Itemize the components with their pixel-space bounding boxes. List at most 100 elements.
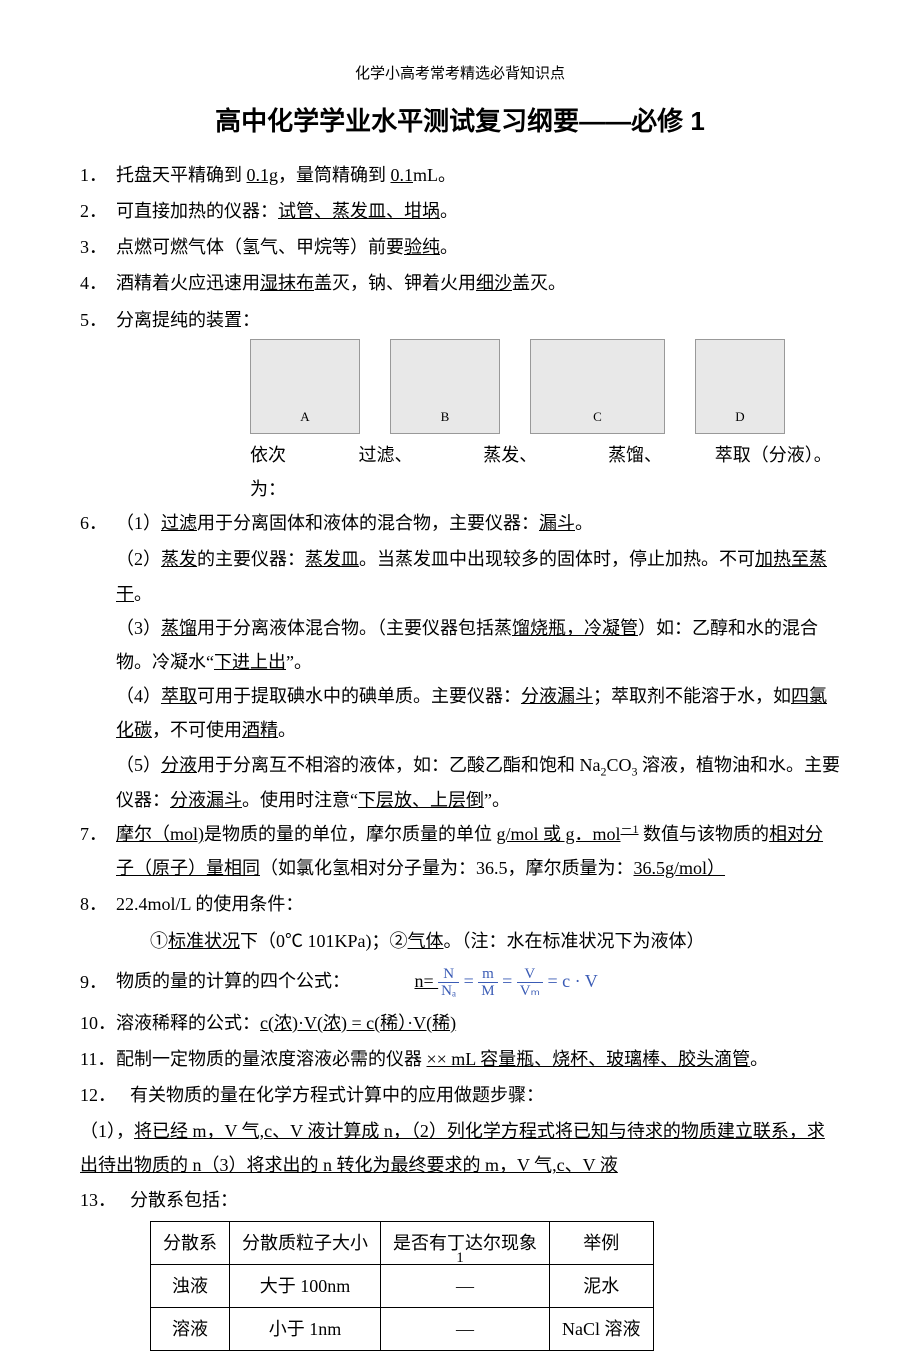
sub-item: （5）分液用于分离互不相溶的液体，如：乙酸乙酯和饱和 Na2CO3 溶液，植物油…	[80, 748, 840, 818]
numerator: V	[517, 966, 543, 984]
underline: 将已经 m，V 气,c、V 液计算成 n，（2）列化学方程式将已知与待求的物质建…	[80, 1121, 825, 1175]
item-num: 4．	[80, 266, 116, 300]
denominator: M	[478, 983, 497, 1000]
table-cell: 溶液	[151, 1308, 230, 1351]
table-cell: 泥水	[550, 1265, 654, 1308]
text: （5）	[116, 755, 161, 775]
text: 分离提纯的装置：	[116, 310, 260, 330]
underline: 酒精	[242, 720, 278, 740]
sub-item: （2）蒸发的主要仪器：蒸发皿。当蒸发皿中出现较多的固体时，停止加热。不可加热至蒸…	[80, 542, 840, 610]
item-num: 2．	[80, 194, 116, 228]
table-header: 分散质粒子大小	[230, 1221, 381, 1264]
apparatus-c-image: C	[530, 339, 665, 434]
underline: 标准状况	[168, 931, 240, 951]
text: （3）	[116, 618, 161, 638]
item-body: 摩尔（mol)是物质的量的单位，摩尔质量的单位 g/mol 或 g．mol－1 …	[116, 817, 840, 885]
text: 有关物质的量在化学方程式计算中的应用做题步骤：	[130, 1085, 544, 1105]
text: 盖灭，钠、钾着火用	[314, 273, 476, 293]
numerator: m	[478, 966, 497, 984]
item-9: 9． 物质的量的计算的四个公式： n= NNₐ = mM = VVₘ = c ·…	[80, 964, 840, 1000]
item-num: 6．	[80, 506, 116, 540]
underline: 0.1	[391, 165, 414, 185]
underline: 分液漏斗	[170, 790, 242, 810]
item-num: 7．	[80, 817, 116, 885]
item-body: 托盘天平精确到 0.1g，量筒精确到 0.1mL。	[116, 158, 840, 192]
underline: 气体	[408, 931, 444, 951]
text: ”。	[286, 652, 312, 672]
item-num: 5．	[80, 303, 116, 337]
table-row: 溶液 小于 1nm — NaCl 溶液	[151, 1308, 654, 1351]
text: （4）	[116, 686, 161, 706]
item-body: 有关物质的量在化学方程式计算中的应用做题步骤：	[130, 1078, 840, 1112]
text: 。	[440, 201, 458, 221]
item-body: 22.4mol/L 的使用条件：	[116, 887, 840, 921]
text: 托盘天平精确到	[116, 165, 247, 185]
text: 依次为：	[250, 438, 314, 506]
equals: =	[464, 971, 479, 991]
underline: 摩尔（mol)	[116, 824, 204, 844]
item-6: 6． （1）过滤用于分离固体和液体的混合物，主要仪器：漏斗。	[80, 506, 840, 540]
text: 盖灭。	[512, 273, 566, 293]
text: 。	[440, 237, 458, 257]
text: 。	[134, 584, 152, 604]
underline: 0.1g	[247, 165, 279, 185]
underline: 蒸馏	[161, 618, 197, 638]
text: ①	[150, 931, 168, 951]
item-11: 11． 配制一定物质的量浓度溶液必需的仪器 ×× mL 容量瓶、烧杯、玻璃棒、胶…	[80, 1042, 840, 1076]
text: 用于分离液体混合物。（主要仪器包括蒸	[197, 618, 512, 638]
table-header: 举例	[550, 1221, 654, 1264]
underline: c(浓)·V(浓) = c(稀）·V(稀)	[260, 1013, 456, 1033]
table-row: 浊液 大于 100nm — 泥水	[151, 1265, 654, 1308]
formula-prefix: n=	[415, 971, 439, 991]
item-13: 13． 分散系包括：	[80, 1183, 840, 1217]
table-header: 是否有丁达尔现象	[381, 1221, 550, 1264]
superscript: －1	[621, 822, 639, 836]
item-num: 1．	[80, 158, 116, 192]
item-10: 10． 溶液稀释的公式：c(浓)·V(浓) = c(稀）·V(稀)	[80, 1006, 840, 1040]
table-cell: —	[381, 1265, 550, 1308]
apparatus-label: 萃取（分液）。	[706, 438, 840, 472]
underline: 细沙	[476, 273, 512, 293]
underline: 湿抹布	[260, 273, 314, 293]
item-8: 8． 22.4mol/L 的使用条件：	[80, 887, 840, 921]
item-num: 3．	[80, 230, 116, 264]
underline: 试管、蒸发皿、坩埚	[278, 201, 440, 221]
text: （1），	[80, 1121, 134, 1141]
underline: ×× mL 容量瓶、烧杯、玻璃棒、胶头滴管	[427, 1049, 751, 1069]
text: （1）	[116, 513, 161, 533]
text: 。使用时注意“	[242, 790, 358, 810]
underline: 验纯	[404, 237, 440, 257]
table-cell: 浊液	[151, 1265, 230, 1308]
text: 下（0℃ 101KPa)；②	[240, 931, 408, 951]
numerator: N	[438, 966, 459, 984]
item-body: 分离提纯的装置：	[116, 303, 840, 337]
text: 可用于提取碘水中的碘单质。主要仪器：	[197, 686, 521, 706]
apparatus-label: 蒸馏、	[582, 438, 689, 472]
item-body: 分散系包括：	[130, 1183, 840, 1217]
underline: 蒸发皿	[305, 549, 359, 569]
table-row: 分散系 分散质粒子大小 是否有丁达尔现象 举例	[151, 1221, 654, 1264]
item-body: 溶液稀释的公式：c(浓)·V(浓) = c(稀）·V(稀)	[116, 1006, 840, 1040]
text: 用于分离固体和液体的混合物，主要仪器：	[197, 513, 539, 533]
apparatus-a-image: A	[250, 339, 360, 434]
text: （2）	[116, 549, 161, 569]
item-body: 可直接加热的仪器：试管、蒸发皿、坩埚。	[116, 194, 840, 228]
text: mL。	[413, 165, 456, 185]
text: ”。	[484, 790, 510, 810]
text: ，量筒精确到	[278, 165, 391, 185]
item-1: 1． 托盘天平精确到 0.1g，量筒精确到 0.1mL。	[80, 158, 840, 192]
sub-item: （3）蒸馏用于分离液体混合物。（主要仪器包括蒸馏烧瓶，冷凝管）如：乙醇和水的混合…	[80, 611, 840, 679]
item-body: 点燃可燃气体（氢气、甲烷等）前要验纯。	[116, 230, 840, 264]
item-5: 5． 分离提纯的装置：	[80, 303, 840, 337]
item-num: 8．	[80, 887, 116, 921]
item-num: 12．	[80, 1078, 130, 1112]
text: 是物质的量的单位，摩尔质量的单位	[204, 824, 497, 844]
item-num: 9．	[80, 965, 116, 999]
item-body: （1）过滤用于分离固体和液体的混合物，主要仪器：漏斗。	[116, 506, 840, 540]
dispersion-table: 分散系 分散质粒子大小 是否有丁达尔现象 举例 浊液 大于 100nm — 泥水…	[150, 1221, 654, 1351]
text: 。	[750, 1049, 768, 1069]
apparatus-labels: 依次为： 过滤、 蒸发、 蒸馏、 萃取（分液）。	[250, 438, 840, 506]
item-num: 11．	[80, 1042, 116, 1076]
text: 的主要仪器：	[197, 549, 305, 569]
underline: 馏烧瓶，冷凝管	[512, 618, 638, 638]
